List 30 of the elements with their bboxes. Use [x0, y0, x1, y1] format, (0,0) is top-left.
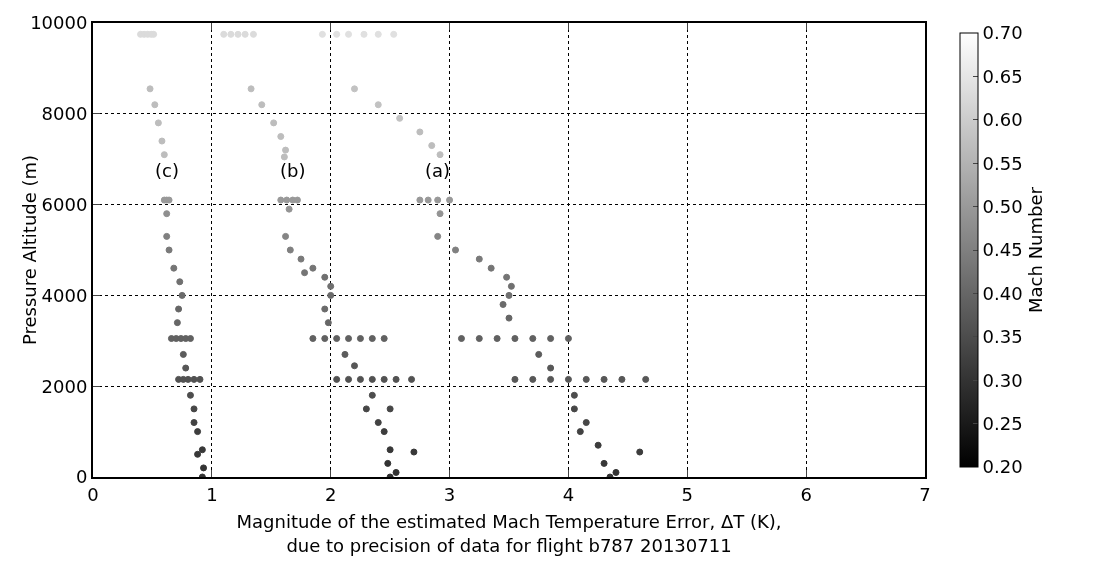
color-bar-label: 0.35	[982, 326, 1023, 348]
color-bar-label: 0.45	[982, 239, 1023, 261]
color-bar-label: 0.40	[982, 282, 1023, 304]
annotation: (c)	[155, 160, 179, 181]
color-bar-label: 0.30	[982, 369, 1023, 391]
color-bar-label: 0.65	[982, 65, 1023, 87]
color-bar-label: 0.20	[982, 456, 1023, 478]
y-tick-label: 8000	[41, 103, 88, 125]
color-bar-label: 0.50	[982, 195, 1023, 217]
annotation: (a)	[425, 160, 451, 181]
x-tick-label: 1	[206, 483, 218, 505]
y-tick-label: 6000	[41, 193, 88, 215]
y-tick-label: 4000	[41, 284, 88, 306]
y-tick-label: 2000	[41, 375, 88, 397]
x-tick-label: 7	[919, 483, 931, 505]
y-tick-label: 0	[75, 466, 88, 488]
y-axis-title: Pressure Altitude (m)	[18, 154, 40, 346]
x-tick-label: 2	[324, 483, 337, 505]
x-axis-title: Magnitude of the estimated Mach Temperature Error, ΔT (K), due to precision of data for flight b787 20130711	[236, 511, 782, 556]
color-bar-label: 0.55	[982, 152, 1023, 174]
color-bar-label: 0.60	[982, 109, 1023, 131]
x-tick-label: 3	[443, 483, 456, 505]
y-tick-label: 10000	[30, 12, 88, 34]
color-bar-title: Mach Number	[1024, 186, 1046, 313]
color-bar-label: 0.25	[982, 412, 1023, 434]
annotation: (b)	[280, 160, 306, 181]
x-tick-label: 6	[800, 483, 812, 505]
color-bar-label: 0.70	[982, 22, 1023, 44]
x-tick-label: 5	[681, 483, 694, 505]
x-tick-label: 4	[562, 483, 575, 505]
